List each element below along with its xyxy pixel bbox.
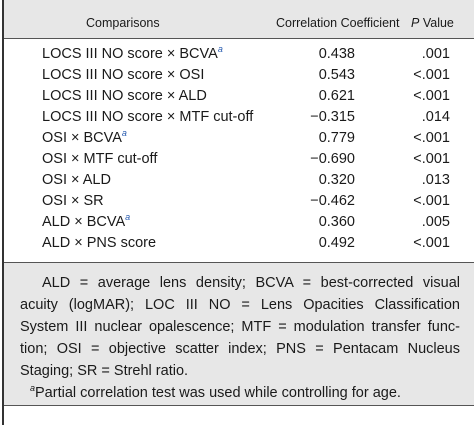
header-comparisons: Comparisons (86, 16, 160, 30)
comparison-cell: OSI × ALD (42, 170, 111, 191)
table-row: LOCS III NO score × BCVAa 0.438 .001 (0, 44, 474, 65)
footnote-line: ALD = average lens density; BCVA = best-… (42, 275, 460, 291)
comparison-text: OSI × MTF cut-off (42, 151, 158, 167)
p-value-cell: .014 (421, 109, 450, 125)
table-row: ALD × BCVAa 0.360 .005 (0, 212, 474, 233)
comparison-cell: OSI × MTF cut-off (42, 149, 157, 170)
header-band (4, 0, 474, 38)
comparison-text: LOCS III NO score × MTF cut-off (42, 109, 254, 125)
header-p-symbol: P (411, 16, 420, 30)
table-row: ALD × PNS score 0.492 <.001 (0, 233, 474, 254)
comparison-cell: ALD × PNS score (42, 233, 156, 254)
p-value-cell: .001 (421, 46, 450, 62)
footnote-marker: a (30, 383, 36, 393)
comparison-cell: LOCS III NO score × OSI (42, 65, 204, 86)
table-row: OSI × BCVAa 0.779 <.001 (0, 128, 474, 149)
header-rule (4, 38, 474, 39)
comparison-text: LOCS III NO score × ALD (42, 88, 207, 104)
comparison-text: LOCS III NO score × BCVA (42, 46, 218, 62)
p-value-cell: .013 (421, 172, 450, 188)
coefficient-cell: 0.438 (318, 46, 355, 62)
p-value-cell: <.001 (413, 67, 450, 83)
coefficient-cell: −0.462 (310, 193, 355, 209)
p-value-cell: <.001 (413, 88, 450, 104)
coefficient-cell: 0.360 (318, 214, 355, 230)
table-row: LOCS III NO score × OSI 0.543 <.001 (0, 65, 474, 86)
body-rule (4, 262, 474, 263)
coefficient-cell: 0.779 (318, 130, 355, 146)
footnote-band (4, 263, 474, 405)
comparison-cell: LOCS III NO score × BCVAa (42, 44, 223, 65)
comparison-cell: ALD × BCVAa (42, 212, 130, 233)
table-row: OSI × SR −0.462 <.001 (0, 191, 474, 212)
comparison-text: ALD × PNS score (42, 235, 157, 251)
comparison-text: ALD × BCVA (42, 214, 126, 230)
p-value-cell: <.001 (413, 235, 450, 251)
comparison-cell: OSI × BCVAa (42, 128, 127, 149)
footnote-line: Staging; SR = Strehl ratio. (20, 363, 189, 379)
comparison-text: LOCS III NO score × OSI (42, 67, 205, 83)
comparison-cell: LOCS III NO score × MTF cut-off (42, 107, 253, 128)
footnote-line: acuity (logMAR); LOC III NO = Lens Opaci… (20, 297, 460, 313)
coefficient-cell: 0.320 (318, 172, 355, 188)
header-p-text: Value (422, 16, 454, 30)
coefficient-cell: 0.543 (318, 67, 355, 83)
footnote-line: tion; OSI = objective scatter index; PNS… (20, 341, 460, 357)
footnote-marker: a (121, 128, 127, 138)
footnote-rule (4, 405, 474, 406)
coefficient-cell: 0.621 (318, 88, 355, 104)
table-row: LOCS III NO score × ALD 0.621 <.001 (0, 86, 474, 107)
header-coefficient: Correlation Coefficient (276, 16, 400, 30)
footnote-line: System III nuclear opalescence; MTF = mo… (20, 319, 460, 335)
left-border (2, 0, 4, 425)
footnote-marker: a (125, 212, 131, 222)
footnote-note: aPartial correlation test was used while… (30, 382, 470, 404)
comparison-text: OSI × BCVA (42, 130, 122, 146)
coefficient-cell: −0.690 (310, 151, 355, 167)
footnote-marker: a (217, 44, 223, 54)
comparison-cell: LOCS III NO score × ALD (42, 86, 207, 107)
footnote-note-text: Partial correlation test was used while … (35, 385, 401, 401)
coefficient-cell: 0.492 (318, 235, 355, 251)
coefficient-cell: −0.315 (310, 109, 355, 125)
p-value-cell: .005 (421, 214, 450, 230)
comparison-text: OSI × ALD (42, 172, 111, 188)
comparison-text: OSI × SR (42, 193, 104, 209)
p-value-cell: <.001 (413, 193, 450, 209)
header-p: P Value (411, 16, 454, 30)
table-row: OSI × ALD 0.320 .013 (0, 170, 474, 191)
table-row: OSI × MTF cut-off −0.690 <.001 (0, 149, 474, 170)
table-row: LOCS III NO score × MTF cut-off −0.315 .01… (0, 107, 474, 128)
comparison-cell: OSI × SR (42, 191, 104, 212)
p-value-cell: <.001 (413, 130, 450, 146)
p-value-cell: <.001 (413, 151, 450, 167)
